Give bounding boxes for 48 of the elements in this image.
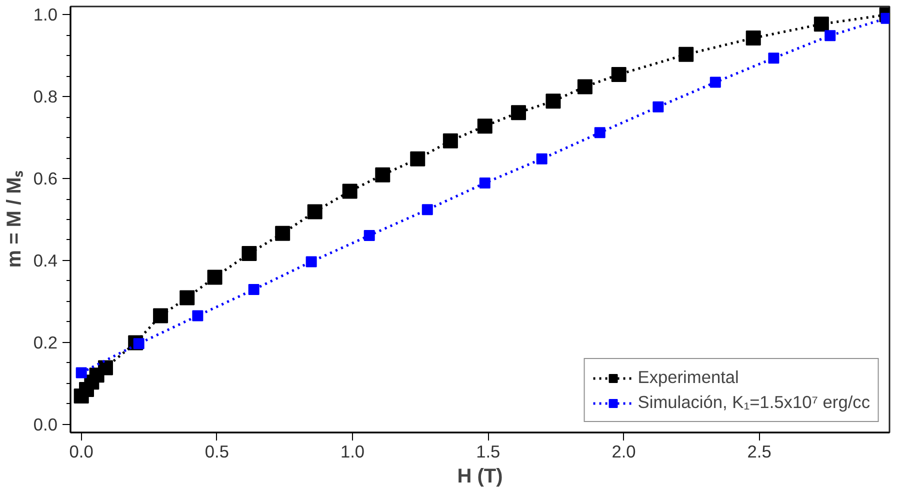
point (422, 204, 433, 216)
point (611, 66, 626, 82)
point (307, 204, 322, 220)
y-tick-label: 0.4 (33, 250, 58, 270)
point (511, 105, 526, 120)
point (242, 246, 257, 261)
point (594, 127, 606, 138)
y-tick-label: 0.2 (33, 332, 58, 352)
legend-label: Experimental (638, 367, 739, 388)
point (442, 133, 458, 148)
point (479, 178, 490, 189)
x-axis-title: H (T) (457, 466, 503, 488)
point (364, 230, 375, 241)
point (207, 270, 222, 285)
point (98, 360, 113, 376)
point (824, 30, 836, 42)
point (814, 16, 829, 32)
point (342, 184, 358, 199)
point (306, 256, 317, 268)
legend-label: Simulación, K₁=1.5x10⁷ erg/cc (638, 392, 870, 413)
point (768, 52, 780, 64)
x-tick-label: 1.5 (476, 442, 500, 462)
x-tick-label: 1.0 (340, 442, 365, 462)
point (746, 30, 761, 46)
point (375, 167, 390, 182)
y-tick-label: 0.6 (33, 168, 58, 189)
point (76, 367, 87, 378)
x-tick-label: 0.5 (204, 442, 229, 462)
point (477, 118, 492, 134)
y-tick-label: 0.0 (33, 414, 58, 434)
point (180, 290, 195, 306)
point (577, 79, 592, 94)
point (678, 46, 694, 62)
point (536, 153, 548, 164)
point (275, 226, 290, 241)
x-tick-label: 0.0 (69, 442, 94, 462)
point (153, 308, 168, 324)
point (652, 101, 664, 112)
point (192, 310, 204, 322)
y-tick-label: 1.0 (33, 4, 58, 25)
x-tick-label: 2.0 (612, 442, 636, 462)
x-tick-label: 2.5 (747, 442, 772, 462)
point (546, 94, 561, 109)
y-axis-title: m = M / Mₛ (3, 170, 26, 268)
point (248, 284, 260, 296)
point (710, 76, 721, 88)
point (410, 151, 426, 166)
y-tick-label: 0.8 (33, 86, 58, 107)
